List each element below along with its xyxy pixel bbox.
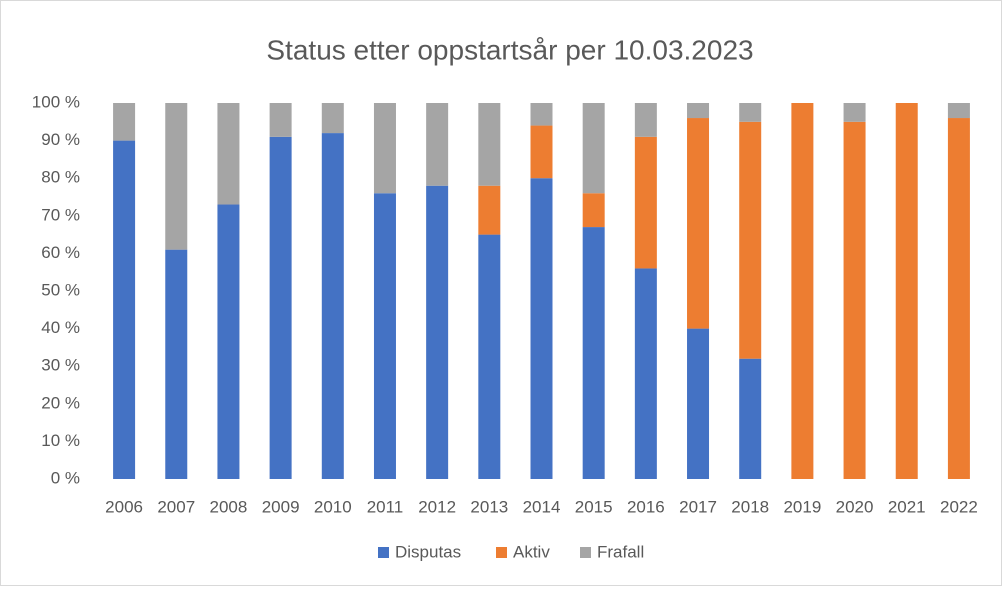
bar-segment [843,121,866,480]
bar-segment [634,136,657,269]
bar-segment [739,358,762,479]
bar-segment [947,118,970,479]
bar-segment [478,185,501,235]
bar-segment [687,118,710,329]
bar-segment [165,103,188,250]
bar-segment [113,140,136,479]
bar-segment [687,328,710,479]
legend-swatch [378,547,389,558]
bar-segment [373,103,396,194]
x-tick-label: 2009 [262,497,300,516]
bar-segment [582,227,605,479]
bar-segment [217,204,240,479]
y-tick-label: 50 % [41,280,80,299]
x-tick-label: 2006 [105,497,143,516]
bar-segment [269,103,292,137]
bar-segment [947,103,970,119]
legend-label: Aktiv [513,542,550,561]
bar-segment [582,103,605,194]
bar-segment [530,178,553,479]
x-tick-label: 2010 [314,497,352,516]
y-tick-label: 90 % [41,130,80,149]
y-tick-label: 20 % [41,393,80,412]
bar-segment [321,133,344,479]
legend-label: Disputas [395,542,461,561]
x-tick-label: 2013 [470,497,508,516]
bar-segment [791,103,814,479]
x-tick-label: 2014 [523,497,561,516]
x-tick-label: 2019 [783,497,821,516]
bar-segment [687,103,710,119]
bar-segment [113,103,136,141]
bar-segment [269,136,292,479]
y-tick-label: 30 % [41,356,80,375]
x-tick-label: 2008 [210,497,248,516]
y-tick-label: 100 % [32,92,80,111]
legend-swatch [580,547,591,558]
bar-segment [530,103,553,126]
x-tick-label: 2017 [679,497,717,516]
bar-segment [895,103,918,479]
bar-segment [373,193,396,480]
x-tick-label: 2020 [836,497,874,516]
bar-segment [478,103,501,186]
x-tick-label: 2018 [731,497,769,516]
y-tick-label: 70 % [41,205,80,224]
bar-segment [634,103,657,137]
legend-swatch [496,547,507,558]
bar-segment [843,103,866,122]
bar-segment [739,103,762,122]
x-tick-label: 2015 [575,497,613,516]
bar-segment [582,193,605,228]
x-tick-label: 2022 [940,497,978,516]
bar-segment [217,103,240,205]
x-tick-label: 2012 [418,497,456,516]
bar-segment [634,268,657,479]
legend-label: Frafall [597,542,644,561]
bar-segment [426,185,449,479]
x-tick-label: 2007 [157,497,195,516]
bar-segment [739,121,762,359]
x-tick-label: 2011 [367,497,404,516]
y-tick-label: 10 % [41,431,80,450]
bar-segment [478,234,501,479]
x-tick-label: 2021 [888,497,926,516]
y-tick-label: 80 % [41,168,80,187]
chart-title: Status etter oppstartsår per 10.03.2023 [266,34,753,65]
y-tick-label: 0 % [51,468,80,487]
bar-segment [530,125,553,179]
y-tick-label: 60 % [41,243,80,262]
bar-segment [426,103,449,186]
bar-segment [165,249,188,479]
bar-segment [321,103,344,134]
x-tick-label: 2016 [627,497,665,516]
y-tick-label: 40 % [41,318,80,337]
